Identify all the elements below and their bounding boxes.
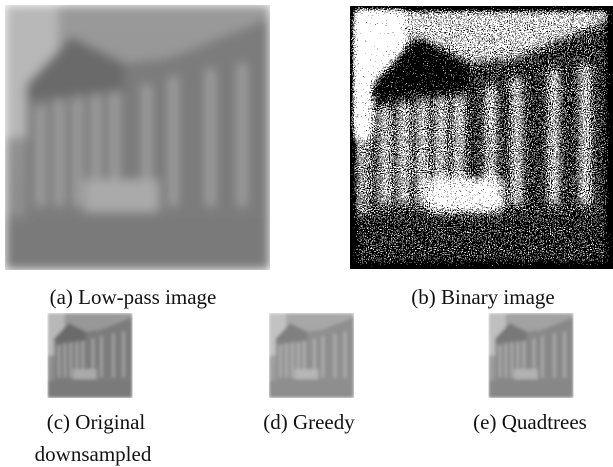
caption: (e) Quadtrees — [473, 410, 587, 434]
page: (a) Low-pass image (b) Binary image (c) … — [0, 0, 613, 467]
image-a — [5, 5, 270, 270]
caption: downsampled — [35, 442, 152, 466]
caption: (b) Binary image — [411, 285, 554, 309]
figure: (a) Low-pass image (b) Binary image (c) … — [0, 0, 613, 467]
caption: (c) Original — [47, 410, 146, 434]
caption: (a) Low-pass image — [50, 285, 217, 309]
image-b — [350, 6, 613, 269]
image-c — [48, 313, 133, 398]
image-e — [489, 313, 574, 398]
caption: (d) Greedy — [263, 410, 355, 434]
image-d — [269, 313, 354, 398]
